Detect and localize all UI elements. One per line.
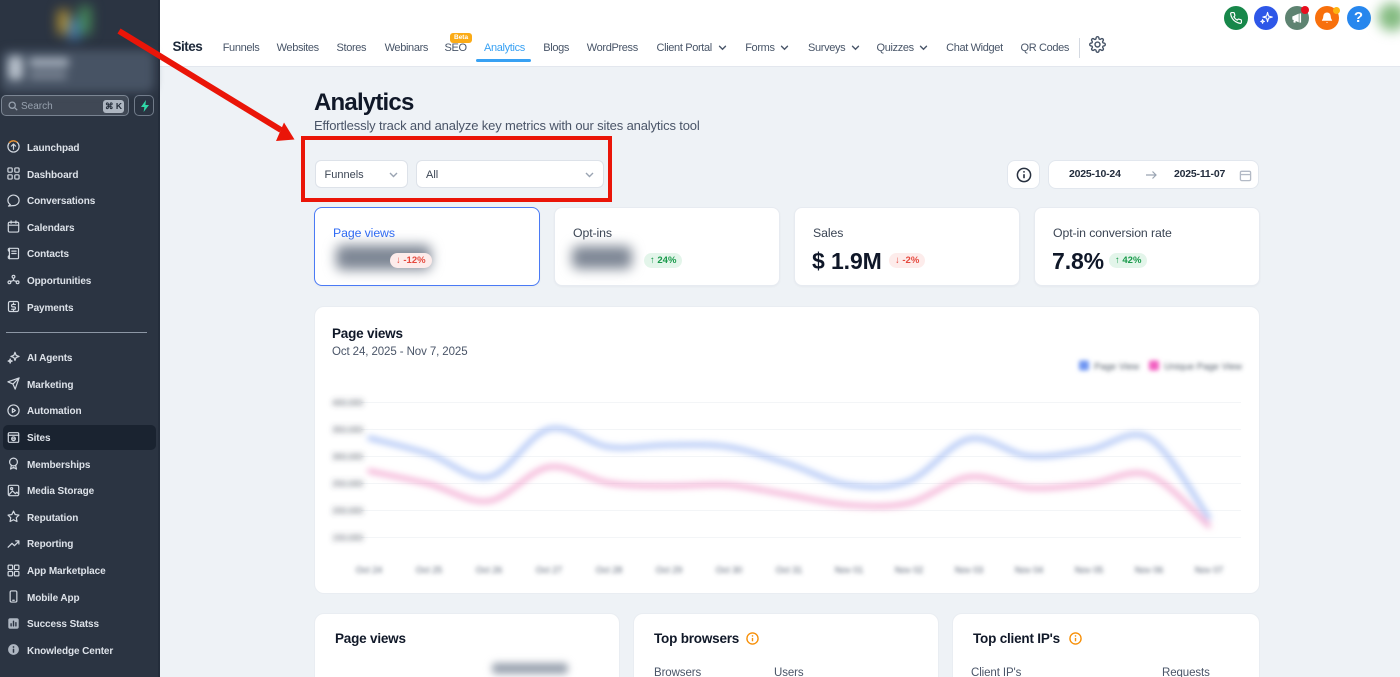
svg-text:Nov 04: Nov 04 xyxy=(1015,565,1044,575)
svg-text:Oct 28: Oct 28 xyxy=(596,565,623,575)
svg-text:Oct 30: Oct 30 xyxy=(716,565,743,575)
svg-text:Oct 26: Oct 26 xyxy=(476,565,503,575)
svg-text:Oct 29: Oct 29 xyxy=(656,565,683,575)
svg-text:Unique Page View: Unique Page View xyxy=(1164,362,1242,373)
svg-text:Nov 02: Nov 02 xyxy=(895,565,924,575)
svg-text:350,000: 350,000 xyxy=(332,425,363,435)
svg-text:Nov 05: Nov 05 xyxy=(1075,565,1104,575)
svg-text:Nov 01: Nov 01 xyxy=(835,565,864,575)
svg-text:Nov 06: Nov 06 xyxy=(1135,565,1164,575)
svg-text:300,000: 300,000 xyxy=(332,452,363,462)
svg-text:Oct 31: Oct 31 xyxy=(776,565,803,575)
svg-text:200,000: 200,000 xyxy=(332,506,363,516)
svg-text:150,000: 150,000 xyxy=(332,533,363,543)
svg-text:Page View: Page View xyxy=(1094,362,1139,373)
svg-text:Oct 24: Oct 24 xyxy=(356,565,383,575)
svg-text:Oct 27: Oct 27 xyxy=(536,565,563,575)
svg-text:Nov 07: Nov 07 xyxy=(1195,565,1224,575)
svg-text:250,000: 250,000 xyxy=(332,479,363,489)
svg-text:Nov 03: Nov 03 xyxy=(955,565,984,575)
svg-text:400,000: 400,000 xyxy=(332,398,363,408)
svg-text:Oct 25: Oct 25 xyxy=(416,565,443,575)
